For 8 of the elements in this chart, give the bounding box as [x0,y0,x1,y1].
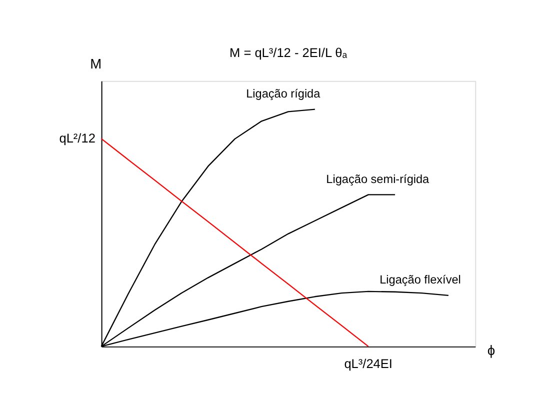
series-label: Ligação semi-rígida [326,172,430,186]
series-label: Ligação rígida [246,86,321,100]
text: M = qL³/12 - 2EI/L θₐ [230,45,348,60]
text: qL²/12 [59,130,96,146]
x-axis-title: ϕ [487,342,496,358]
text: qL³/24EI [344,356,392,372]
series-label: Ligação flexível [380,272,461,287]
y-axis-title: M [90,56,102,72]
